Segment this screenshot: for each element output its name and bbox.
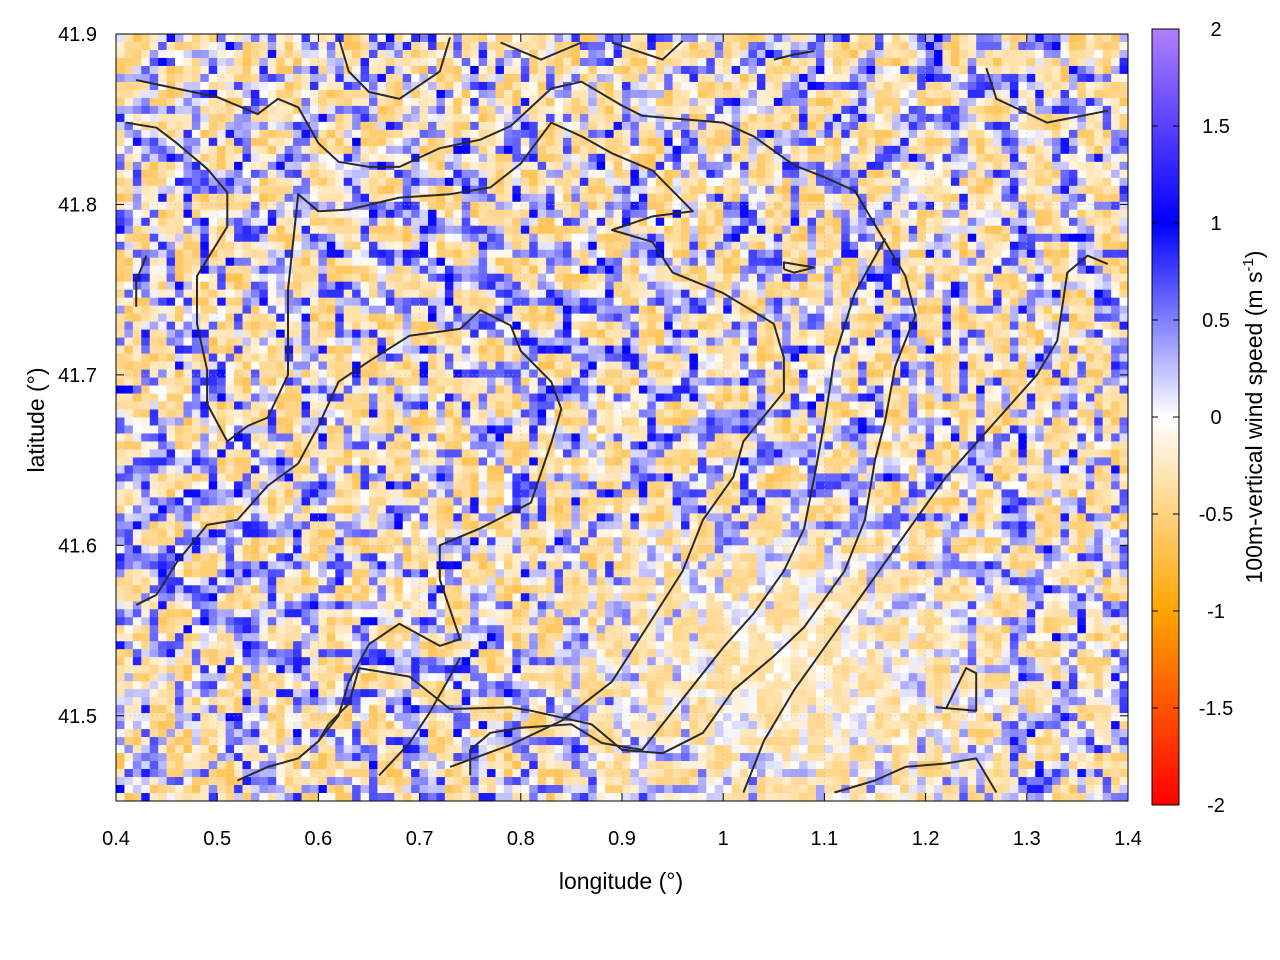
contour-line	[378, 657, 461, 777]
x-axis-ticks: 0.4 0.5 0.6 0.7 0.8 0.9 1 1.1 1.2 1.3 1.4	[102, 34, 1142, 850]
contour-line	[773, 50, 815, 61]
contour-line	[337, 37, 451, 100]
y-axis-ticks: 41.5 41.6 41.7 41.8 41.9	[58, 24, 1128, 728]
x-tick-label: 1	[718, 828, 729, 850]
colorbar-tick-label: -1	[1207, 601, 1225, 623]
terrain-contours	[125, 37, 1109, 794]
contour-line	[135, 309, 563, 742]
colorbar-tick-label: -2	[1207, 795, 1225, 817]
colorbar-tick-label: -1.5	[1199, 698, 1233, 720]
x-axis-label: longitude (°)	[559, 868, 683, 894]
colorbar-tick-label: -0.5	[1199, 504, 1233, 526]
y-tick-label: 41.8	[58, 194, 97, 216]
x-tick-label: 1.4	[1114, 828, 1142, 850]
contour-line	[135, 79, 917, 782]
contour-line	[834, 757, 998, 794]
colorbar-tick-label: 0.5	[1202, 310, 1230, 332]
colorbar-ticks: 2 1.5 1 0.5 0 -0.5 -1 -1.5 -2	[1152, 19, 1233, 817]
x-tick-label: 0.7	[406, 828, 434, 850]
x-tick-label: 0.5	[203, 828, 231, 850]
contour-line	[935, 667, 978, 712]
y-tick-label: 41.7	[58, 365, 97, 387]
contour-line	[742, 254, 1109, 793]
colorbar-tick-label: 1.5	[1202, 116, 1230, 138]
y-tick-label: 41.6	[58, 535, 97, 557]
x-tick-label: 0.6	[304, 828, 332, 850]
contour-line	[985, 67, 1108, 124]
heatmap-field	[116, 34, 1128, 801]
y-tick-label: 41.9	[58, 24, 97, 46]
x-tick-label: 0.9	[608, 828, 636, 850]
colorbar-tick-label: 1	[1210, 213, 1221, 235]
x-tick-label: 1.2	[912, 828, 940, 850]
contour-line	[469, 238, 886, 776]
colorbar-tick-label: 0	[1210, 407, 1221, 429]
contour-line	[125, 121, 785, 768]
x-tick-label: 0.8	[507, 828, 535, 850]
colorbar-label-end: )	[1241, 251, 1267, 259]
colorbar-label-main: 100m-vertical wind speed (m s	[1241, 272, 1267, 584]
contour-line	[500, 41, 582, 61]
colorbar-tick-label: 2	[1210, 19, 1221, 41]
x-tick-label: 1.1	[810, 828, 838, 850]
x-tick-label: 0.4	[102, 828, 130, 850]
contour-line	[611, 40, 684, 61]
x-tick-label: 1.3	[1013, 828, 1041, 850]
contour-line	[782, 261, 816, 274]
y-tick-label: 41.5	[58, 706, 97, 728]
contour-line	[135, 255, 148, 307]
colorbar-label-superscript: -1	[1240, 258, 1257, 271]
y-axis-label: latitude (°)	[23, 367, 49, 472]
colorbar-label: 100m-vertical wind speed (m s-1)	[1240, 251, 1267, 584]
